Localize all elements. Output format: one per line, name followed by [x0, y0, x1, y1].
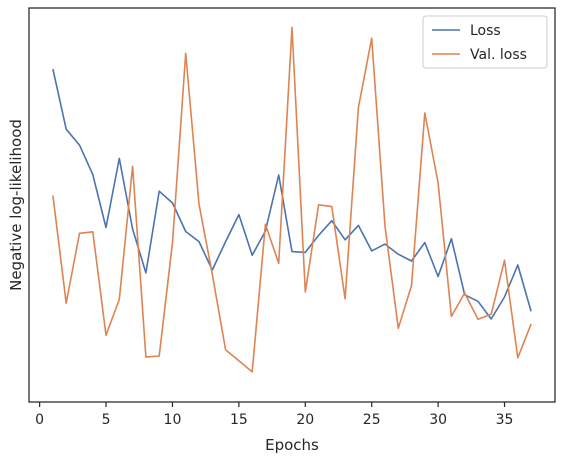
- x-tick-label: 35: [496, 412, 514, 428]
- plot-background: [29, 8, 555, 402]
- x-tick-label: 10: [164, 412, 182, 428]
- x-tick-label: 15: [230, 412, 248, 428]
- x-tick-label: 5: [102, 412, 111, 428]
- series-line-loss: [52, 68, 532, 320]
- x-tick-label: 20: [296, 412, 314, 428]
- plot-frame: [28, 7, 556, 403]
- x-tick-label: 0: [35, 412, 44, 428]
- series-line-val-loss: [52, 26, 532, 373]
- x-axis-label: Epochs: [265, 436, 319, 454]
- legend-box: [422, 15, 548, 69]
- x-axis: 0 5 10 15 20 25 30 35: [35, 402, 513, 428]
- series-layer: [52, 26, 532, 373]
- y-axis-label: Negative log-likelihood: [7, 119, 25, 291]
- x-tick-label: 30: [429, 412, 447, 428]
- legend: Loss Val. loss: [422, 15, 548, 69]
- x-tick-label: 25: [363, 412, 381, 428]
- legend-label-loss: Loss: [470, 23, 501, 39]
- legend-label-val-loss: Val. loss: [470, 47, 527, 63]
